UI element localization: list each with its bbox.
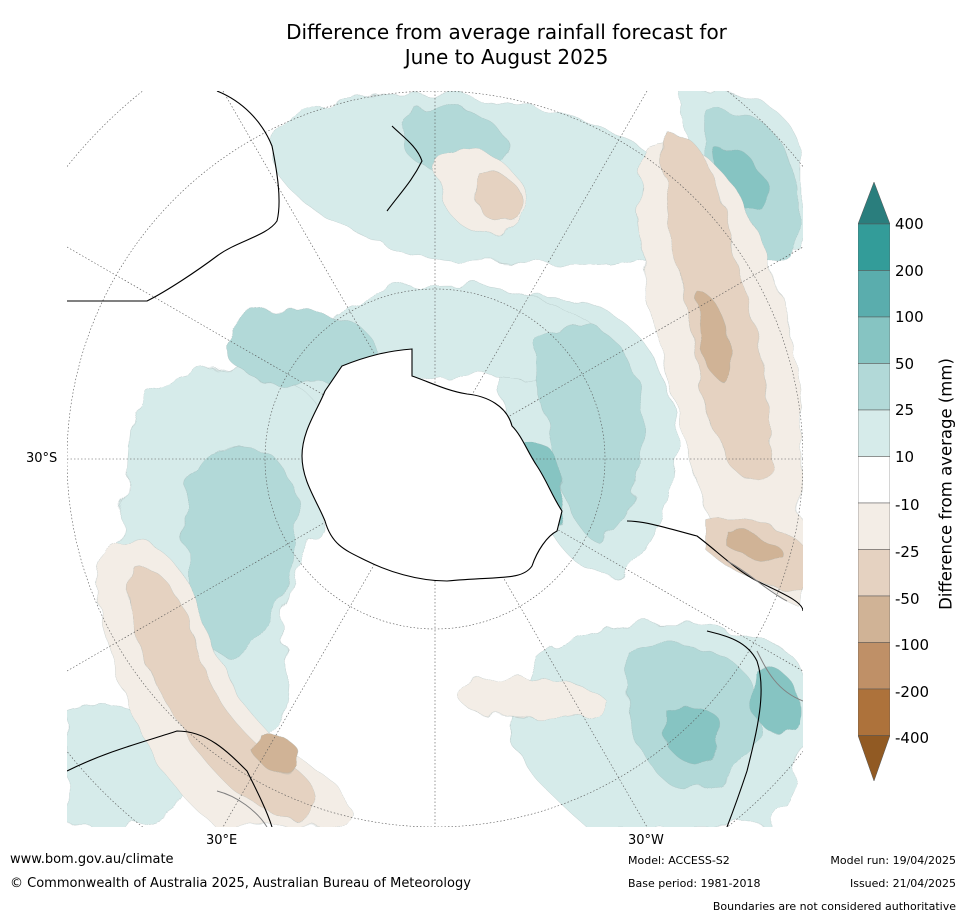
colorbar-tick-label: 400 [895, 215, 924, 233]
dry-region [456, 676, 608, 719]
longitude-label-east: 30°E [206, 833, 238, 848]
latitude-circle [264, 288, 606, 630]
colorbar-bin [858, 223, 890, 271]
colorbar-bin [858, 270, 890, 318]
colorbar-bin [858, 549, 890, 597]
title-line-1: Difference from average rainfall forecas… [286, 20, 727, 44]
base-period-text: Base period: 1981-2018 [628, 877, 761, 890]
model-run-text: Model run: 19/04/2025 [830, 854, 956, 867]
colorbar-tick-label: -50 [895, 590, 920, 608]
colorbar-tick-label: 10 [895, 448, 915, 466]
latitude-label: 30°S [26, 451, 58, 466]
colorbar-tick-label: -10 [895, 496, 920, 514]
dry-region-50-100 [696, 290, 733, 382]
colorbar-bin [858, 502, 890, 550]
border-line [726, 560, 788, 602]
dry-region-50-100 [726, 530, 788, 563]
colorbar-bin [858, 642, 890, 690]
colorbar-tick-label: 100 [895, 308, 924, 326]
colorbar-tick-label: 50 [895, 355, 915, 373]
dry-region-strong [474, 170, 523, 224]
wet-region-strong [185, 444, 298, 657]
south-america-coastline [626, 520, 803, 612]
colorbar-tick-label: 25 [895, 401, 915, 419]
colorbar-tick-label: -200 [895, 683, 930, 701]
border-line [216, 790, 268, 827]
colorbar-bin [858, 595, 890, 643]
antarctica-coastline [301, 348, 563, 582]
colorbar-tick-label: -25 [895, 543, 920, 561]
colorbar-tick-label: -100 [895, 636, 930, 654]
colorbar-extend-top [858, 182, 890, 225]
issued-date-text: Issued: 21/04/2025 [849, 877, 956, 890]
dry-region-strong [664, 130, 772, 483]
new-zealand-coastline [386, 125, 423, 212]
disclaimer-text: Boundaries are not considered authoritat… [712, 900, 956, 913]
colorbar-bin [858, 363, 890, 411]
colorbar-tick-label: -400 [895, 729, 930, 747]
website-link[interactable]: www.bom.gov.au/climate [10, 852, 174, 867]
title-line-2: June to August 2025 [404, 45, 609, 69]
colorbar-bin [858, 409, 890, 457]
australia-coastline [67, 91, 280, 302]
colorbar-bin [858, 688, 890, 736]
colorbar-tick-label: 200 [895, 262, 924, 280]
colorbar-title: Difference from average (mm) [936, 358, 956, 610]
border-line [756, 650, 803, 702]
southern-hemisphere-map [67, 91, 803, 827]
model-text: Model: ACCESS-S2 [628, 854, 730, 867]
africa-coastline [67, 730, 273, 827]
longitude-label-west: 30°W [628, 833, 664, 848]
colorbar-extend-bottom [858, 735, 890, 782]
political-borders [216, 560, 803, 827]
coastlines [67, 91, 803, 827]
copyright-text: © Commonwealth of Australia 2025, Austra… [10, 876, 471, 891]
chart-title: Difference from average rainfall forecas… [0, 20, 965, 70]
wet-region-50-100 [666, 704, 723, 761]
south-america-coast-south [706, 630, 762, 827]
colorbar-bin [858, 456, 890, 504]
colorbar [858, 182, 890, 782]
dry-region-50-100 [251, 730, 303, 776]
colorbar-bin [858, 316, 890, 364]
rainfall-anomaly-field [67, 91, 803, 827]
